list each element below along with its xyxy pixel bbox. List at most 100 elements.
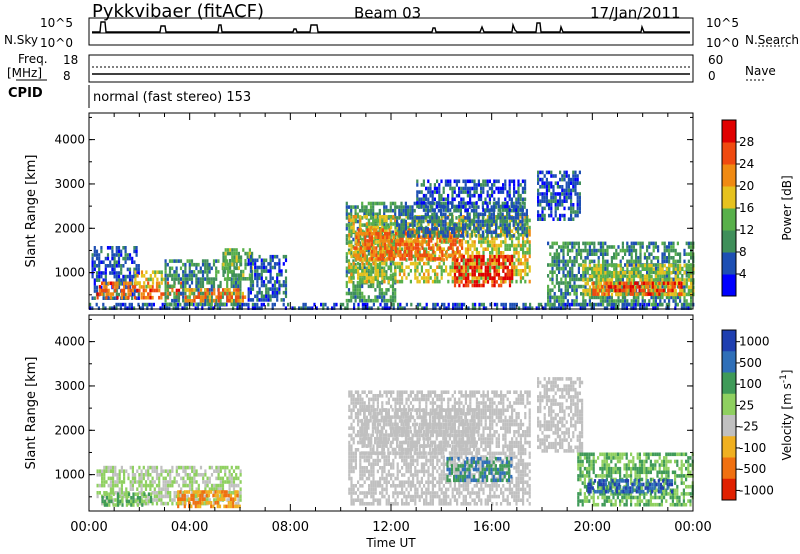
data-cell bbox=[478, 236, 481, 241]
data-cell bbox=[471, 279, 474, 284]
data-cell bbox=[247, 290, 250, 295]
data-cell bbox=[607, 285, 610, 289]
data-cell bbox=[352, 218, 355, 223]
data-cell bbox=[190, 270, 194, 274]
data-cell bbox=[243, 302, 246, 307]
data-cell bbox=[381, 235, 384, 240]
data-cell bbox=[394, 295, 397, 299]
data-cell bbox=[672, 267, 675, 271]
data-cell bbox=[383, 218, 386, 223]
data-cell bbox=[415, 230, 418, 235]
data-cell bbox=[586, 289, 589, 293]
data-cell bbox=[650, 302, 653, 307]
data-cell bbox=[381, 269, 384, 273]
data-cell bbox=[515, 229, 518, 233]
data-cell bbox=[452, 302, 455, 307]
data-cell bbox=[193, 291, 196, 296]
data-cell bbox=[407, 272, 410, 277]
data-cell bbox=[249, 254, 252, 259]
data-cell bbox=[558, 299, 561, 303]
data-cell bbox=[665, 256, 668, 260]
data-cell bbox=[361, 216, 364, 220]
data-cell bbox=[648, 271, 651, 275]
data-cell bbox=[358, 241, 362, 245]
data-cell bbox=[643, 267, 647, 271]
data-cell bbox=[542, 306, 545, 310]
data-cell bbox=[388, 249, 391, 254]
data-cell bbox=[197, 291, 200, 296]
data-cell bbox=[392, 261, 395, 266]
data-cell bbox=[391, 230, 395, 235]
data-cell bbox=[508, 233, 511, 237]
data-cell bbox=[471, 186, 474, 191]
data-cell bbox=[195, 266, 198, 271]
data-cell bbox=[158, 270, 161, 274]
data-cell bbox=[522, 254, 525, 259]
data-cell bbox=[195, 295, 198, 299]
data-cell bbox=[247, 306, 250, 310]
data-cell bbox=[497, 272, 501, 277]
data-cell bbox=[145, 270, 148, 274]
data-cell bbox=[105, 285, 108, 289]
data-cell bbox=[412, 243, 415, 248]
data-cell bbox=[370, 265, 373, 269]
data-cell bbox=[106, 256, 110, 261]
data-cell bbox=[375, 246, 378, 250]
data-cell bbox=[473, 243, 476, 248]
data-cell bbox=[215, 295, 218, 299]
data-cell bbox=[456, 246, 459, 250]
data-cell bbox=[484, 261, 487, 266]
data-cell bbox=[271, 254, 274, 259]
data-cell bbox=[193, 299, 196, 303]
data-cell bbox=[577, 241, 580, 246]
data-cell bbox=[233, 288, 236, 292]
data-cell bbox=[639, 271, 642, 275]
data-cell bbox=[545, 188, 548, 193]
data-cell bbox=[139, 306, 142, 310]
data-cell bbox=[464, 216, 467, 220]
data-cell bbox=[394, 212, 397, 217]
data-cell bbox=[500, 254, 503, 259]
data-cell bbox=[577, 245, 580, 249]
data-cell bbox=[418, 222, 421, 226]
data-cell bbox=[164, 266, 167, 271]
data-cell bbox=[475, 190, 478, 194]
data-cell bbox=[442, 204, 445, 209]
data-cell bbox=[569, 277, 572, 282]
data-cell bbox=[280, 283, 283, 288]
data-cell bbox=[126, 267, 129, 272]
data-cell bbox=[635, 274, 638, 278]
data-cell bbox=[566, 292, 569, 296]
data-cell bbox=[357, 247, 360, 251]
data-cell bbox=[473, 229, 476, 233]
data-cell bbox=[199, 302, 202, 307]
data-cell bbox=[460, 306, 463, 310]
data-cell bbox=[358, 208, 362, 213]
data-cell bbox=[186, 302, 189, 307]
data-cell bbox=[130, 306, 133, 310]
data-cell bbox=[454, 231, 457, 236]
data-cell bbox=[260, 298, 263, 302]
data-cell bbox=[409, 234, 412, 238]
data-cell bbox=[120, 288, 123, 293]
data-cell bbox=[513, 204, 516, 209]
data-cell bbox=[418, 240, 421, 244]
data-cell bbox=[452, 306, 455, 310]
data-cell bbox=[407, 225, 410, 230]
data-cell bbox=[548, 188, 551, 193]
data-cell bbox=[412, 239, 415, 243]
data-cell bbox=[357, 306, 360, 310]
data-cell bbox=[447, 246, 450, 250]
data-cell bbox=[247, 294, 250, 299]
data-cell bbox=[423, 247, 426, 251]
data-cell bbox=[427, 186, 430, 191]
data-cell bbox=[610, 274, 614, 279]
data-cell bbox=[424, 230, 427, 235]
data-cell bbox=[376, 218, 379, 223]
data-cell bbox=[204, 298, 207, 303]
data-cell bbox=[420, 219, 423, 224]
data-cell bbox=[604, 284, 607, 289]
data-cell bbox=[479, 223, 482, 227]
data-cell bbox=[177, 306, 180, 310]
data-cell bbox=[645, 285, 648, 289]
